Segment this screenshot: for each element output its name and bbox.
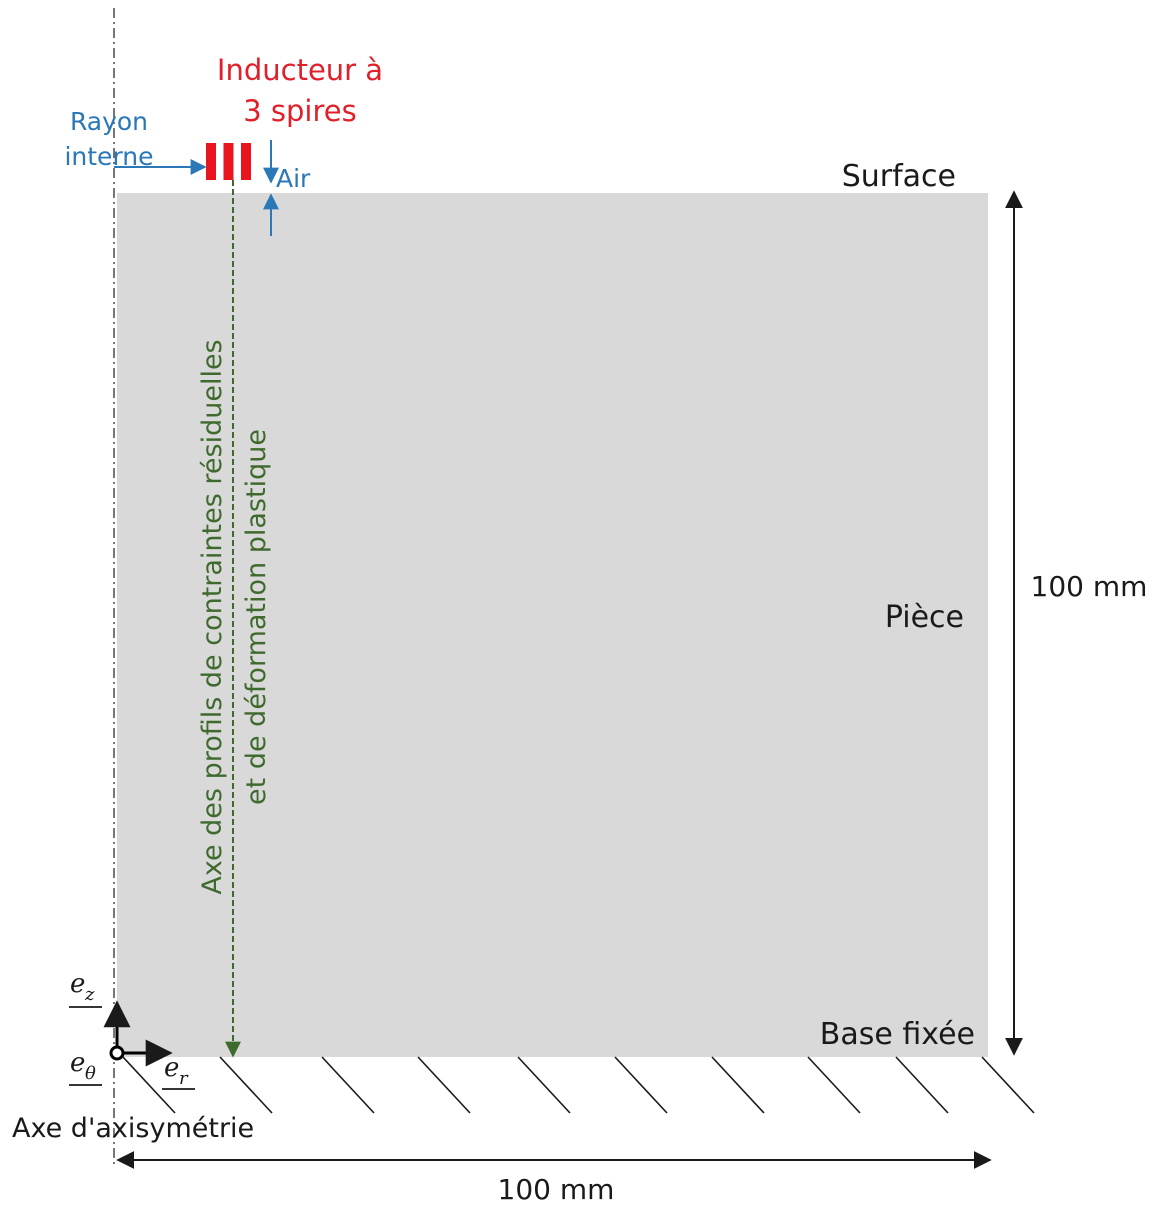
svg-text:e: e [70, 969, 85, 999]
inductor-coil [206, 143, 251, 180]
inner-radius-label-line2: interne [64, 142, 153, 171]
inductor-turn [206, 143, 216, 180]
hatch-line [219, 1056, 273, 1114]
hatch-line [895, 1056, 949, 1114]
surface-label: Surface [842, 159, 956, 194]
workpiece-label: Pièce [885, 600, 964, 635]
air-gap-label: Air [276, 164, 311, 193]
fixed-base-hatching [122, 1056, 1035, 1114]
svg-text:θ: θ [85, 1063, 96, 1084]
profile-axis-label-line1: Axe des profils de contraintes résiduell… [197, 339, 228, 894]
axisymmetry-axis-label: Axe d'axisymétrie [12, 1113, 254, 1144]
hatch-line [321, 1056, 375, 1114]
svg-text:e: e [164, 1053, 179, 1083]
inductor-label-line1: Inducteur à [217, 53, 383, 87]
hatch-line [614, 1056, 668, 1114]
hatch-line [711, 1056, 765, 1114]
fixed-base-label: Base fixée [820, 1017, 975, 1052]
hatch-line [417, 1056, 471, 1114]
hatch-line [517, 1056, 571, 1114]
inner-radius-label-line1: Rayon [70, 107, 148, 136]
vertical-dimension-label: 100 mm [1031, 570, 1148, 603]
inductor-turn [241, 143, 251, 180]
hatch-line [981, 1056, 1035, 1114]
svg-text:e: e [70, 1048, 85, 1078]
ez-label: e z [69, 969, 102, 1008]
hatch-line [807, 1056, 861, 1114]
svg-text:r: r [179, 1068, 189, 1089]
workpiece-rect [117, 193, 988, 1057]
horizontal-dimension-label: 100 mm [498, 1173, 615, 1206]
hatch-line [122, 1056, 176, 1114]
inductor-turn [223, 143, 234, 180]
inductor-label-line2: 3 spires [243, 94, 356, 128]
svg-text:z: z [84, 984, 95, 1005]
etheta-axis-symbol [109, 1045, 125, 1061]
er-label: e r [162, 1053, 195, 1090]
profile-axis-label-line2: et de déformation plastique [241, 429, 272, 805]
etheta-label: e θ [69, 1048, 102, 1086]
